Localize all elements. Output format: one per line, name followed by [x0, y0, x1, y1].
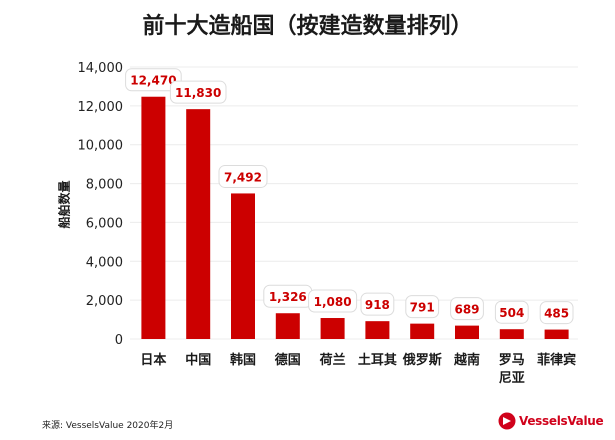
bar [365, 321, 390, 339]
bar [141, 96, 166, 340]
data-label: 1,080 [314, 295, 352, 309]
y-tick-label: 14,000 [78, 61, 124, 76]
y-tick-label: 10,000 [78, 139, 124, 154]
bar [275, 313, 300, 339]
x-tick-label: 尼亚 [499, 371, 525, 386]
y-tick-label: 0 [115, 333, 123, 348]
bar [186, 109, 211, 339]
data-label: 485 [544, 307, 569, 321]
data-label-box [218, 164, 268, 188]
x-tick-label: 罗马 [499, 353, 525, 368]
y-tick-label: 12,000 [78, 100, 124, 115]
y-tick-label: 4,000 [86, 255, 123, 270]
x-tick-label: 德国 [275, 352, 301, 368]
data-label: 504 [499, 306, 524, 320]
x-tick-label: 荷兰 [319, 352, 346, 368]
data-label: 7,492 [224, 170, 262, 184]
x-tick-label: 日本 [140, 352, 166, 368]
y-tick-label: 8,000 [86, 178, 123, 193]
bar [231, 193, 255, 339]
logo-icon [498, 412, 516, 430]
bar [544, 329, 569, 339]
bar [410, 323, 435, 339]
data-label-box [169, 80, 227, 104]
y-tick-label: 2,000 [86, 294, 123, 309]
logo-text: VesselsValue [519, 414, 604, 428]
vesselsvalue-logo: VesselsValue [498, 412, 604, 430]
x-tick-label: 菲律宾 [537, 352, 576, 368]
x-tick-label: 俄罗斯 [402, 352, 442, 368]
source-note: 来源: VesselsValue 2020年2月 [42, 421, 174, 431]
data-label-box [494, 300, 529, 324]
data-label: 791 [410, 301, 435, 315]
data-label-box [405, 295, 440, 319]
data-label-box [308, 289, 358, 313]
data-label-box [450, 297, 484, 321]
y-tick-label: 6,000 [86, 216, 123, 231]
x-tick-label: 越南 [453, 352, 480, 368]
data-label: 689 [454, 303, 479, 317]
data-label-box [539, 301, 574, 325]
data-label: 1,326 [269, 290, 307, 304]
bar [499, 329, 524, 339]
x-tick-label: 土耳其 [358, 352, 397, 368]
data-label-box [360, 292, 395, 316]
data-label: 11,830 [175, 86, 221, 100]
data-label-box [125, 68, 182, 92]
x-tick-label: 韩国 [230, 352, 256, 368]
chart-title: 前十大造船国（按建造数量排列） [142, 14, 473, 39]
bar [455, 325, 479, 339]
data-label: 12,470 [130, 74, 176, 88]
data-label: 918 [365, 298, 390, 312]
x-tick-label: 中国 [185, 352, 211, 368]
bar [320, 318, 345, 339]
